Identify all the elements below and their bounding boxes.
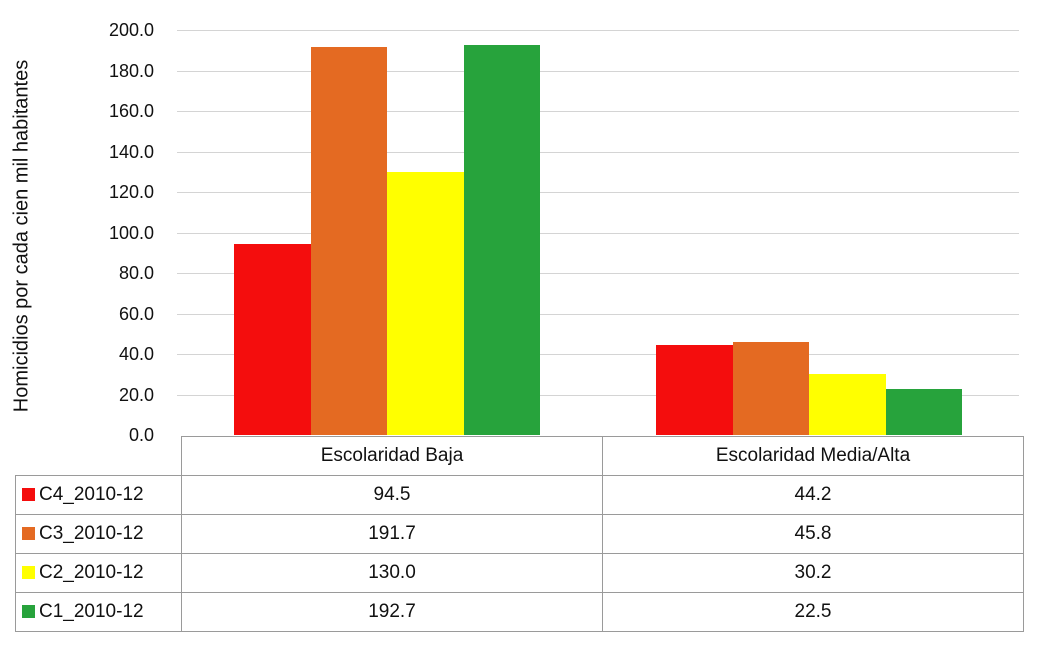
- bar: [387, 171, 464, 435]
- category-label: Escolaridad Baja: [181, 436, 603, 476]
- y-tick-label: 20.0: [118, 384, 154, 405]
- table-row: C1_2010-12 192.7 22.5: [15, 592, 1024, 632]
- table-row: C2_2010-12 130.0 30.2: [15, 553, 1024, 593]
- y-tick-label: 80.0: [118, 263, 154, 283]
- legend-swatch-icon: [22, 566, 35, 579]
- data-table-header: Escolaridad Baja Escolaridad Media/Alta: [15, 436, 1024, 476]
- table-cell: 94.5: [181, 475, 603, 515]
- gridline: [177, 192, 1019, 193]
- y-tick-label: 60.0: [118, 303, 154, 324]
- gridline: [177, 233, 1019, 234]
- bar: [732, 342, 809, 435]
- gridline: [177, 354, 1019, 355]
- legend-swatch-icon: [22, 488, 35, 501]
- legend-entry: C4_2010-12: [15, 475, 182, 515]
- legend-swatch-icon: [22, 605, 35, 618]
- y-tick-label: 140.0: [108, 141, 154, 162]
- gridline: [177, 30, 1019, 31]
- bar: [885, 389, 962, 435]
- y-tick-label: 160.0: [108, 101, 154, 121]
- gridline: [177, 71, 1019, 72]
- gridline: [177, 314, 1019, 315]
- y-tick-label: 100.0: [108, 222, 154, 243]
- legend-entry: C2_2010-12: [15, 553, 182, 593]
- legend-entry: C3_2010-12: [15, 514, 182, 554]
- gridline: [177, 152, 1019, 153]
- table-cell: 30.2: [602, 553, 1024, 593]
- gridline: [177, 111, 1019, 112]
- table-cell: 191.7: [181, 514, 603, 554]
- bar: [656, 345, 733, 435]
- legend-swatch-icon: [22, 527, 35, 540]
- table-cell: 22.5: [602, 592, 1024, 632]
- data-table: Escolaridad Baja Escolaridad Media/Alta …: [15, 436, 1024, 632]
- gridline: [177, 395, 1019, 396]
- table-cell: 130.0: [181, 553, 603, 593]
- table-cell: 44.2: [602, 475, 1024, 515]
- table-cell: 45.8: [602, 514, 1024, 554]
- bar: [463, 44, 540, 435]
- table-cell: 192.7: [181, 592, 603, 632]
- y-tick-label: 40.0: [118, 344, 154, 364]
- table-row: C4_2010-12 94.5 44.2: [15, 475, 1024, 515]
- bar: [234, 243, 311, 435]
- bar: [809, 373, 886, 435]
- gridline: [177, 273, 1019, 274]
- y-tick-label: 200.0: [108, 20, 154, 40]
- legend-entry: C1_2010-12: [15, 592, 182, 632]
- bar: [310, 46, 387, 435]
- table-row: C3_2010-12 191.7 45.8: [15, 514, 1024, 554]
- y-tick-label: 180.0: [108, 60, 154, 81]
- category-label: Escolaridad Media/Alta: [602, 436, 1024, 476]
- y-tick-label: 120.0: [108, 182, 154, 202]
